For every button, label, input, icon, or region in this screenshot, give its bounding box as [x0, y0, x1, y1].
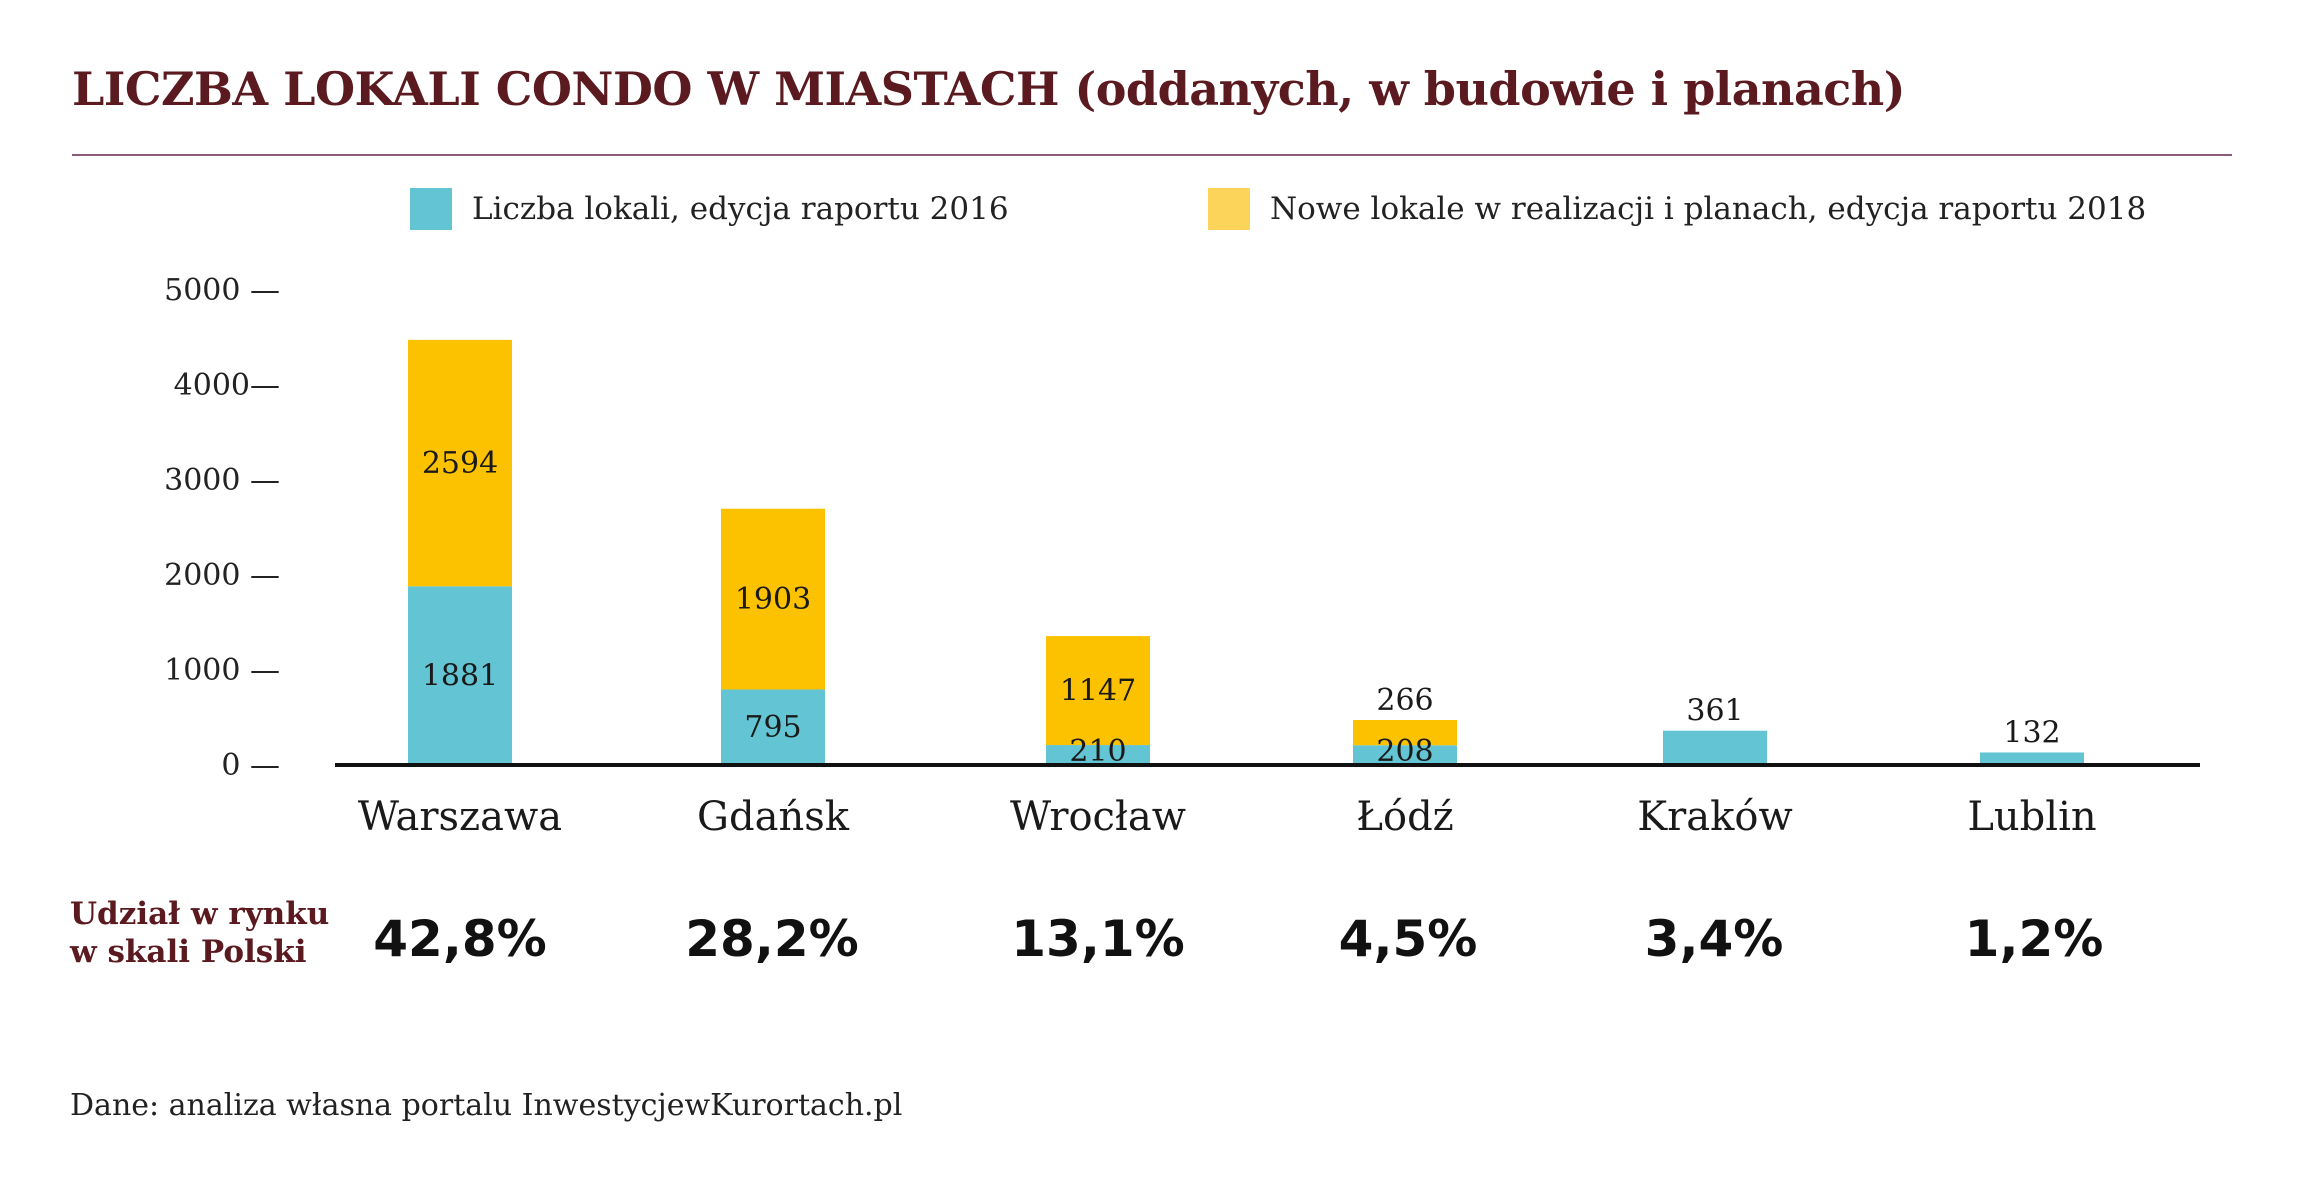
bar-segment-2016: [408, 586, 512, 765]
y-tick-label: 3000 —: [164, 463, 280, 498]
y-tick-label: 4000—: [174, 368, 280, 403]
legend-label-2016: Liczba lokali, edycja raportu 2016: [472, 191, 1009, 227]
market-share-label-line1: Udział w rynku: [70, 896, 330, 932]
data-label-2018: 1147: [1060, 674, 1136, 709]
legend-swatch-2018: [1208, 188, 1250, 230]
data-label-2018: 266: [1376, 683, 1433, 718]
data-label-2016: 795: [744, 710, 801, 745]
data-label-2016: 132: [2003, 715, 2060, 750]
legend-label-2018: Nowe lokale w realizacji i planach, edyc…: [1270, 191, 2147, 227]
legend-swatch-2016: [410, 188, 452, 230]
bar-segment-2018: [408, 339, 512, 587]
category-label: Lublin: [1967, 794, 2096, 840]
chart-title: LICZBA LOKALI CONDO W MIASTACH (oddanych…: [72, 62, 1906, 116]
bar-segment-2016: [1663, 730, 1767, 765]
y-tick-label: 1000 —: [164, 653, 280, 688]
source-note: Dane: analiza własna portalu Inwestycjew…: [70, 1088, 903, 1123]
bar-segment-2018: [1046, 636, 1150, 746]
category-label: Wrocław: [1010, 794, 1186, 840]
legend-item-2016: Liczba lokali, edycja raportu 2016: [410, 188, 1009, 230]
bar-segment-2016: [1353, 745, 1457, 765]
market-share-label-line2: w skali Polski: [70, 934, 307, 970]
market-share-label: Udział w rynku w skali Polski: [70, 895, 329, 971]
market-share-value: 3,4%: [1644, 910, 1784, 968]
bar-segment-2016: [721, 689, 825, 765]
bar-segment-2016: [1980, 752, 2084, 765]
legend-item-2018: Nowe lokale w realizacji i planach, edyc…: [1208, 188, 2146, 230]
category-label: Gdańsk: [697, 794, 850, 840]
bar-segment-2018: [721, 508, 825, 690]
market-share-value: 13,1%: [1011, 910, 1185, 968]
data-label-2016: 361: [1686, 694, 1743, 729]
bar-segment-2018: [1353, 719, 1457, 746]
data-label-2018: 2594: [422, 446, 498, 481]
market-share-value: 4,5%: [1338, 910, 1478, 968]
market-share-value: 28,2%: [685, 910, 859, 968]
data-label-2018: 1903: [735, 582, 811, 617]
y-tick-label: 0 —: [221, 748, 280, 783]
market-share-value: 42,8%: [373, 910, 547, 968]
category-label: Kraków: [1637, 794, 1792, 840]
market-share-value: 1,2%: [1964, 910, 2104, 968]
bar-segment-2016: [1046, 745, 1150, 765]
title-divider: [72, 154, 2232, 156]
category-label: Łódź: [1356, 794, 1454, 840]
category-label: Warszawa: [358, 794, 562, 840]
y-tick-label: 2000 —: [164, 558, 280, 593]
data-label-2016: 1881: [422, 659, 498, 694]
y-tick-label: 5000 —: [164, 273, 280, 308]
